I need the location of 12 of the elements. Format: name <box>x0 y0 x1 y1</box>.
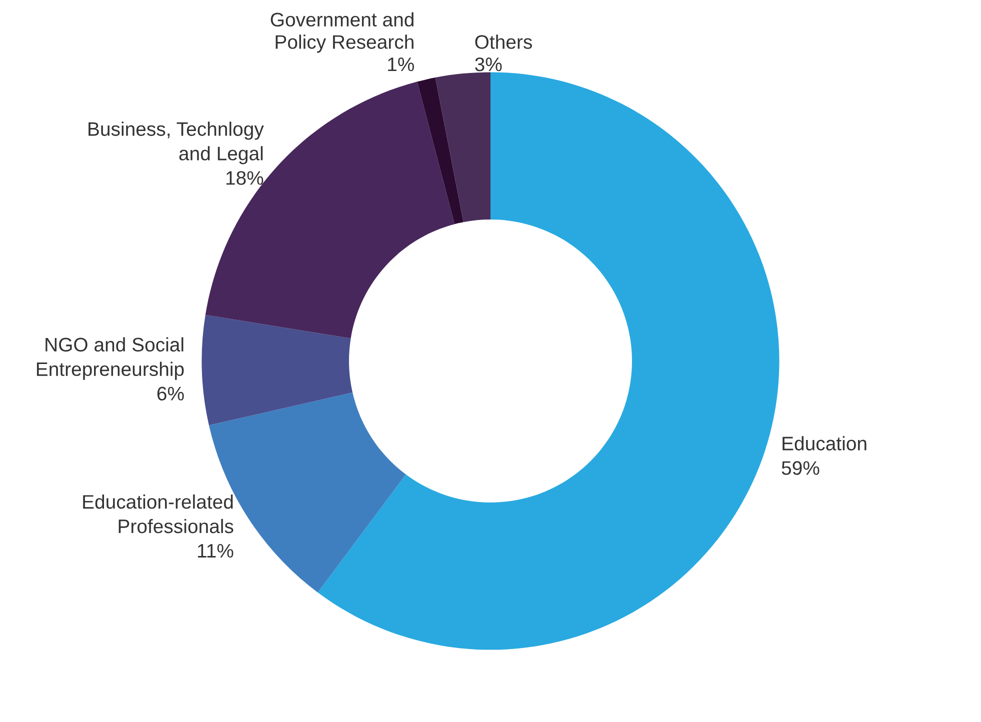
slice-label: NGO and Social Entrepreneurship <box>36 337 184 380</box>
data-label: 3% <box>475 57 502 72</box>
data-label: 11% <box>198 544 234 558</box>
slice-label: Others <box>475 34 532 49</box>
data-label: 59% <box>782 461 820 475</box>
data-label: 1% <box>388 58 414 72</box>
slice-label: Education <box>782 436 866 450</box>
slice-label: Business, Technlogy and Legal <box>88 122 264 164</box>
slice-label: Education-related Professionals <box>83 494 234 534</box>
data-label: 18% <box>226 171 264 185</box>
data-label: 6% <box>157 386 184 400</box>
slice-label: Government and Policy Research <box>270 12 414 53</box>
